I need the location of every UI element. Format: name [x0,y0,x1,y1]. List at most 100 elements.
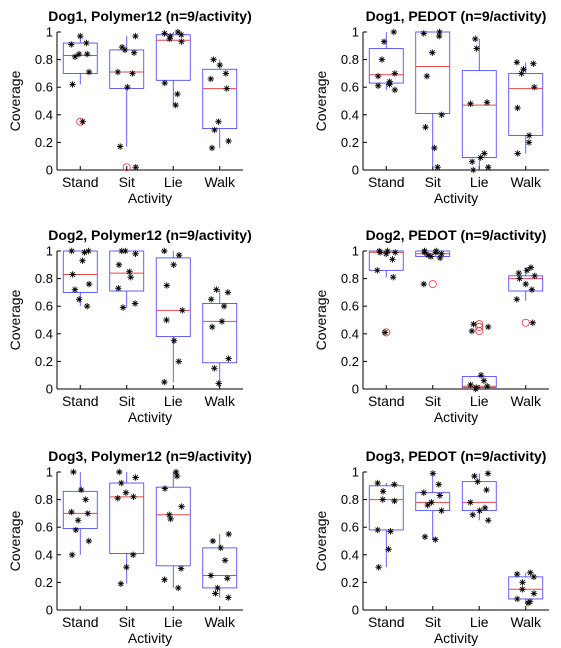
data-point [432,536,439,543]
data-point-stroke [86,538,92,544]
data-point [477,372,485,379]
data-point [519,579,526,586]
data-point [467,499,474,506]
y-axis-label: Coverage [7,70,23,131]
x-tick-label: Stand [62,393,99,409]
data-point-stroke [178,32,184,38]
data-point-stroke [178,39,185,45]
outlier-marker [475,322,484,331]
data-point [525,132,533,139]
data-point-stroke [173,102,179,108]
data-point-stroke [422,249,428,255]
data-point-stroke [210,538,216,544]
data-point [68,551,76,558]
box-stand [62,468,98,558]
data-point-stroke [430,470,436,476]
data-point [519,586,526,593]
data-point-stroke [85,510,91,516]
data-point-stroke [390,274,396,280]
chart-panel-4: Dog2, PEDOT (n=9/activity) 0 0.2 0.4 0.6 0.8 1… [313,227,549,425]
data-point [74,517,82,524]
x-tick-label: Stand [368,614,405,630]
data-point-stroke [130,494,137,500]
data-point-stroke [478,372,484,378]
data-point-stroke [380,497,386,503]
data-point-stroke [75,517,81,523]
data-point [75,50,83,58]
data-point [69,271,76,278]
y-tick-label: 1 [352,465,359,480]
data-point [224,575,231,582]
data-point-stroke [469,328,475,334]
data-point [115,261,123,268]
data-point-stroke [78,487,84,493]
y-tick-label: 0.8 [341,492,359,507]
data-point-stroke [166,512,172,518]
data-point-stroke [485,517,491,523]
chart-title: Dog2, Polymer12 (n=9/activity) [48,227,251,243]
data-point [516,275,523,282]
data-point-stroke [432,537,438,543]
data-point-stroke [211,365,217,371]
box-rect [62,490,98,529]
data-point [420,30,427,37]
data-point-stroke [163,317,170,323]
x-tick-label: Sit [119,174,135,190]
data-point-stroke [530,320,536,326]
data-point [375,564,382,571]
data-point [161,378,168,386]
data-point-stroke [79,258,86,264]
data-point-stroke [518,70,525,76]
data-point [423,72,431,80]
data-point [421,533,429,541]
x-tick-label: Walk [204,393,236,409]
data-point [178,503,185,510]
data-point [174,90,181,98]
data-point [214,584,221,592]
data-point [114,68,122,76]
data-point-stroke [119,248,125,254]
data-point [114,495,121,502]
data-point [392,249,399,256]
box-sit [109,32,145,172]
data-point-stroke [421,281,427,287]
data-point [530,590,538,597]
data-point-stroke [481,150,487,156]
data-point-stroke [429,50,435,56]
y-tick-label: 0.2 [35,575,53,590]
data-point [222,70,230,77]
data-point [117,580,125,587]
data-point-stroke [436,481,442,487]
data-point-stroke [520,66,527,72]
box-rect [202,68,238,130]
data-point-stroke [524,267,530,273]
data-point-stroke [438,508,445,514]
y-tick-label: 0.4 [341,547,359,562]
data-point-stroke [470,512,476,518]
data-point [485,517,492,524]
data-point [175,584,182,592]
data-point [484,323,492,331]
data-point-stroke [379,57,385,63]
data-point [438,507,445,514]
data-point [514,104,521,112]
box-lie [461,320,497,393]
x-axis-label: Activity [434,409,478,425]
data-point-stroke [72,54,78,60]
data-point [132,32,139,40]
x-tick-label: Walk [510,174,542,190]
data-point [473,45,480,52]
y-tick-label: 0.6 [35,80,53,95]
box-lie [155,28,191,109]
data-point-stroke [222,557,228,563]
box-rect [202,547,238,589]
data-point-stroke [514,571,520,577]
data-point [528,286,536,293]
box-walk [508,59,544,157]
box-rect [461,70,497,158]
box-sit [415,247,451,289]
box-rect [368,485,404,531]
data-point [118,479,125,487]
data-point [81,249,88,256]
chart-panel-2: Dog1, PEDOT (n=9/activity) 0 0.2 0.4 0.6 0.8 1… [313,8,549,206]
